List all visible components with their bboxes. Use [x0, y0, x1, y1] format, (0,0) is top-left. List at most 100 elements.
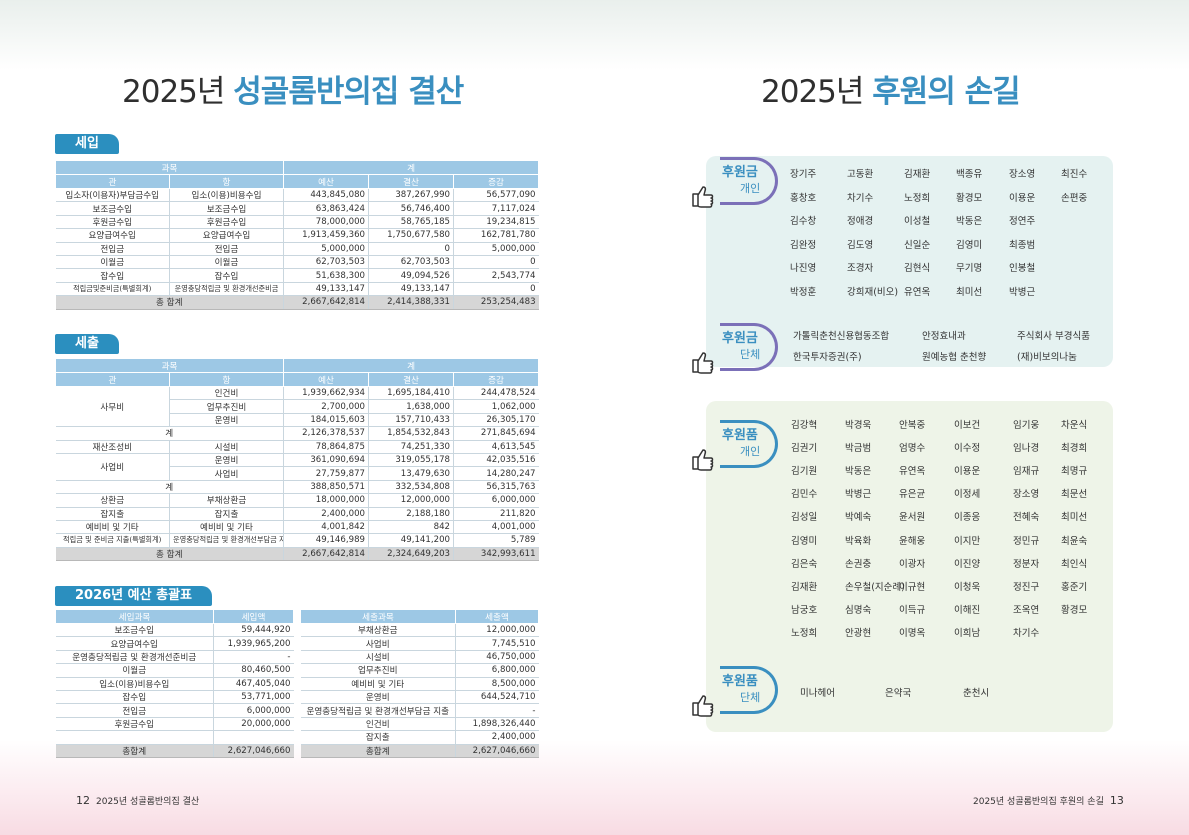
expense-subject: 시설비 [300, 650, 456, 665]
expense-amount: 6,800,000 [455, 663, 539, 678]
expense-amount: 46,750,000 [455, 650, 539, 665]
table-cell: 63,863,424 [283, 201, 370, 216]
budget-expense-table: 세출과목 세출액 부채상환금 12,000,000 사업비 7,745,510 시설비 4… [300, 609, 539, 758]
total-label: 총합계 [300, 744, 456, 758]
donor-name: 손편중 [1061, 192, 1088, 204]
donor-name: 장소영 [1009, 169, 1036, 180]
table-cell: 보조금수입 [55, 201, 170, 216]
donor-name: 장기주 [790, 169, 817, 180]
category-subtitle: 단체 [740, 691, 761, 704]
right-page: 2025년 후원의 손길 후원금 개인 장기주 고동환 김재환 백종유 장소영 최진수 홍창호 차… [595, 0, 1189, 835]
donor-name: 이용운 [1009, 192, 1036, 204]
donor-name: 정분자 [1013, 558, 1040, 570]
donor-name: 최미선 [956, 286, 983, 298]
table-row: 예비비 및 기타 예비비 및 기타 4,001,842 842 4,001,000 [55, 520, 539, 535]
donor-name: 춘천시 [963, 688, 990, 699]
donor-name: 유연옥 [899, 466, 926, 478]
header-diff: 증감 [453, 372, 540, 387]
total-row: 총 합계 2,667,642,814 2,324,649,203 342,993,61… [55, 547, 539, 562]
table-cell: 입소자(이용자)부담금수입 [55, 188, 170, 203]
donor-name: 한국투자증권(주) [793, 351, 862, 363]
income-amount: 53,771,000 [213, 690, 294, 705]
income-subject: 보조금수입 [55, 623, 214, 638]
donor-name: 무기명 [956, 263, 983, 274]
donor-name: 장소영 [1013, 489, 1040, 501]
budget-tag: 2026년 예산 총괄표 [55, 586, 212, 606]
table-cell: 7,117,024 [453, 201, 539, 216]
income-amount [213, 730, 294, 745]
donor-name: 원예농협 춘천향 [922, 351, 987, 363]
donor-name: 이득규 [899, 604, 926, 616]
table-cell: 후원금수입 [55, 215, 170, 230]
table-row: 운영충당적립금 및 환경개선부담금 지출 - [300, 703, 539, 718]
donor-name: 최윤숙 [1061, 535, 1088, 547]
category-arc [720, 157, 778, 205]
amount-cell: 14,280,247 [453, 466, 539, 481]
amount-cell: 42,035,516 [453, 453, 539, 468]
donor-name: 이청욱 [954, 581, 981, 593]
donor-name: 차기수 [1013, 627, 1040, 639]
expense-amount: 8,500,000 [455, 677, 539, 691]
total-value: 2,324,649,203 [368, 547, 455, 562]
table-cell: 적립금및준비금(특별회계) [55, 282, 170, 297]
expense-subject: 예비비 및 기타 [300, 677, 456, 691]
amount-cell: 184,015,603 [283, 413, 370, 428]
expense-amount: - [455, 703, 539, 718]
total-value: 253,254,483 [453, 295, 539, 310]
donor-name: 이종응 [954, 512, 981, 524]
header-expense-subject: 세출과목 [300, 609, 456, 624]
donor-category-badge: 후원품 개인 [692, 420, 780, 471]
donor-name: 박동은 [845, 466, 872, 478]
expense-subject: 운영충당적립금 및 환경개선부담금 지출 [300, 703, 456, 718]
table-row: 전입금 6,000,000 [55, 703, 294, 718]
header-diff: 증감 [453, 174, 540, 189]
table-cell: 0 [453, 255, 539, 270]
gwan-cell: 재산조성비 [55, 440, 170, 454]
income-subject: 잡수입 [55, 690, 214, 705]
table-cell: 5,000,000 [453, 242, 539, 256]
donor-name: 최인식 [1061, 558, 1088, 570]
total-value: 2,414,388,331 [368, 295, 455, 310]
table-cell: 443,845,080 [283, 188, 370, 203]
income-subject [55, 730, 214, 745]
amount-cell: 56,315,763 [453, 480, 539, 495]
hang-cell: 시설비 [169, 440, 285, 454]
donor-name: 이보건 [954, 420, 981, 431]
header-hang: 항 [168, 372, 285, 387]
donor-name: 김권기 [791, 443, 818, 455]
table-row: 잡지출 2,400,000 [300, 730, 539, 745]
table-row: 사업비 7,745,510 [300, 636, 539, 651]
expense-subject: 부채상환금 [300, 623, 456, 638]
income-subject: 입소(이용)비용수입 [55, 677, 214, 691]
amount-cell: 6,000,000 [453, 493, 539, 508]
amount-cell: 1,062,000 [453, 399, 539, 414]
amount-cell: 1,695,184,410 [368, 386, 455, 401]
category-subtitle: 개인 [740, 182, 761, 195]
category-title: 후원품 [722, 674, 758, 689]
hang-cell: 잡지출 [169, 507, 285, 521]
donor-name: 정진구 [1013, 581, 1040, 593]
header-settlement: 결산 [368, 174, 455, 189]
table-cell: 후원금수입 [169, 215, 285, 230]
donor-name: 인봉철 [1009, 263, 1036, 274]
donor-name: 안정효내과 [922, 331, 966, 342]
table-row: 사무비 인건비 1,939,662,934 1,695,184,410 244,478,… [55, 386, 539, 428]
subtotal-label: 계 [55, 480, 285, 495]
table-row: 후원금수입 20,000,000 [55, 717, 294, 732]
table-row: 시설비 46,750,000 [300, 650, 539, 665]
table-row: 입소자(이용자)부담금수입 입소(이용)비용수입 443,845,080 387,26… [55, 188, 539, 203]
footer-left: 12 2025년 성골롬반의집 결산 [70, 794, 199, 807]
table-cell: 162,781,780 [453, 228, 539, 243]
expense-tag: 세출 [55, 334, 119, 354]
donor-name: 백종유 [956, 169, 983, 180]
table-row: 이월금 80,460,500 [55, 663, 294, 678]
income-subject: 이월금 [55, 663, 214, 678]
thumbs-up-icon [690, 446, 716, 472]
total-row: 총 합계 2,667,642,814 2,414,388,331 253,254,48… [55, 295, 539, 310]
expense-amount: 2,400,000 [455, 730, 539, 745]
table-cell: 49,094,526 [368, 268, 455, 283]
table-cell: 78,000,000 [283, 215, 370, 230]
header-income-amount: 세입액 [213, 609, 294, 624]
donor-name: 심명숙 [845, 604, 872, 616]
donor-name: 나진영 [790, 263, 817, 274]
